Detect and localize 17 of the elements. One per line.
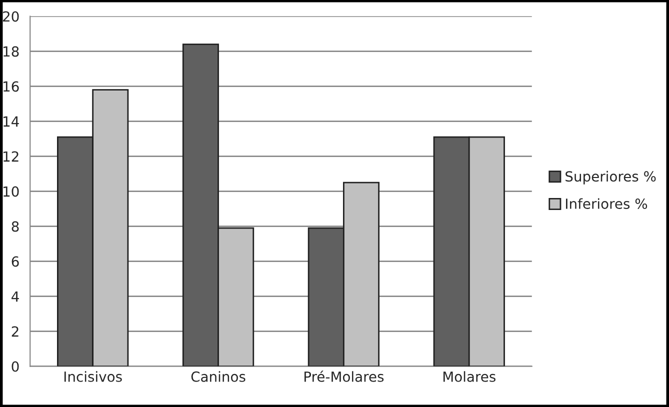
y-tick-label: 14 (4, 116, 19, 127)
y-tick-label: 20 (3, 11, 19, 22)
x-tick-label: Molares (443, 371, 496, 382)
legend-label: Inferiores % (566, 198, 648, 209)
y-tick-label: 10 (4, 186, 19, 197)
y-tick-label: 4 (12, 291, 19, 302)
legend-label: Superiores % (566, 170, 656, 184)
y-tick-label: 2 (12, 326, 18, 337)
y-tick-label: 18 (4, 46, 19, 57)
x-tick-label: Pré-Molares (304, 370, 384, 382)
y-tick-label: 8 (12, 221, 19, 232)
x-tick-label: Incisivos (64, 371, 122, 382)
x-tick-label: Caninos (191, 371, 246, 382)
y-tick-label: 12 (4, 151, 18, 162)
y-tick-label: 6 (12, 256, 19, 267)
y-tick-label: 16 (4, 81, 19, 92)
y-tick-label: 0 (12, 361, 19, 372)
